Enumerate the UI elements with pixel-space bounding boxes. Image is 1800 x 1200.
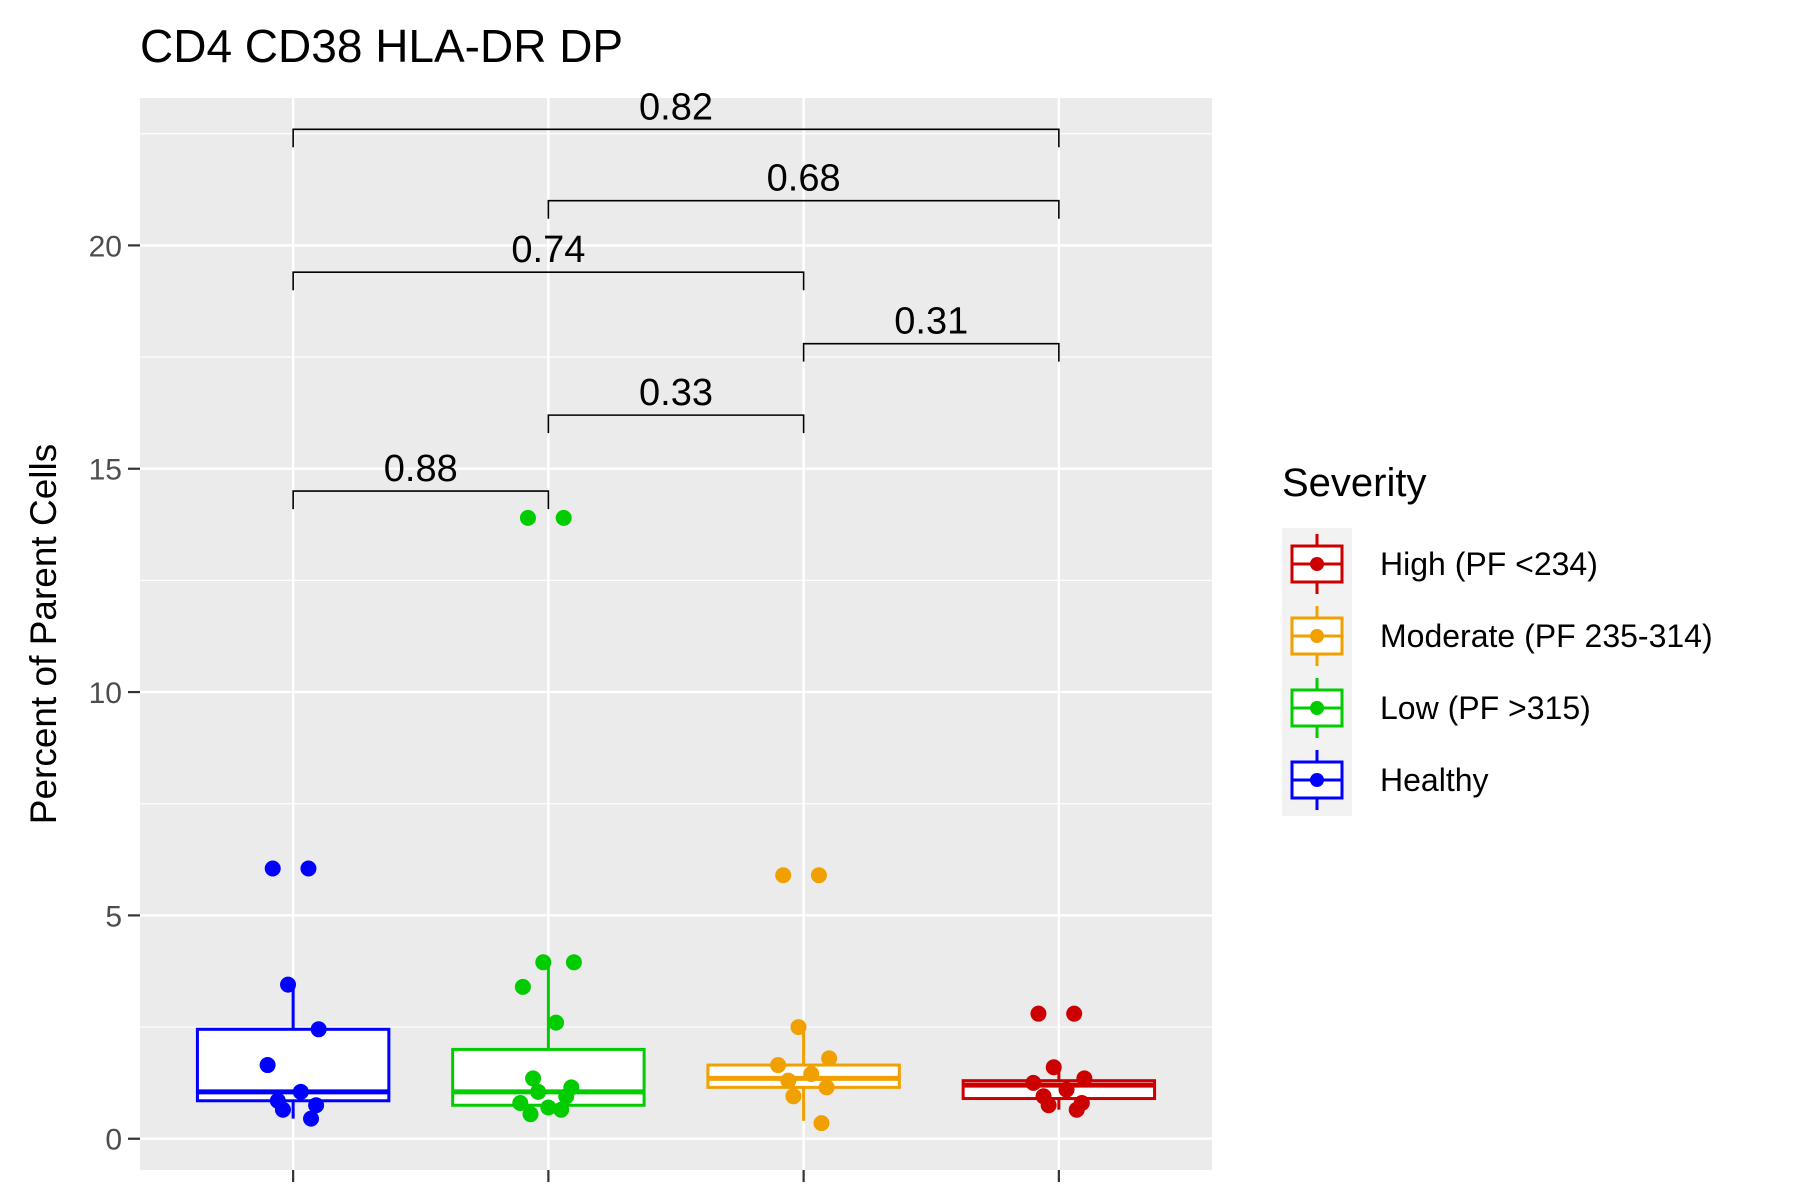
data-point <box>780 1072 797 1089</box>
p-value-label: 0.33 <box>639 372 713 414</box>
p-value-label: 0.68 <box>767 158 841 200</box>
comparison-bracket <box>547 199 1060 219</box>
legend-item: Moderate (PF 235-314) <box>1290 606 1713 666</box>
data-point <box>770 1057 787 1074</box>
data-point <box>548 1014 565 1031</box>
legend-title: Severity <box>1282 461 1427 505</box>
box-iqr <box>451 1047 646 1107</box>
box-plots <box>195 509 1157 1132</box>
comparison-bracket <box>547 414 805 434</box>
y-tick-label: 10 <box>89 677 122 710</box>
y-tick-label: 0 <box>105 1124 122 1157</box>
box-group <box>451 509 646 1123</box>
data-point <box>1030 1005 1047 1022</box>
legend-label: Moderate (PF 235-314) <box>1380 618 1713 654</box>
y-axis-title: Percent of Parent Cells <box>23 444 64 824</box>
legend-item: Low (PF >315) <box>1290 678 1591 738</box>
data-point <box>790 1019 807 1036</box>
y-axis: 0 5 10 15 20 <box>89 230 1060 1182</box>
y-tick-label: 20 <box>89 230 122 263</box>
plot-panel <box>140 98 1212 1170</box>
data-point <box>540 1099 557 1116</box>
data-point <box>785 1088 802 1105</box>
data-point <box>300 860 317 877</box>
data-point <box>308 1097 325 1114</box>
comparison-bracket <box>802 342 1060 362</box>
data-point <box>259 1057 276 1074</box>
data-point <box>310 1021 327 1038</box>
legend-key-point <box>1310 557 1324 571</box>
data-point <box>1025 1074 1042 1091</box>
legend-key-point <box>1310 629 1324 643</box>
y-tick-label: 5 <box>105 900 122 933</box>
p-value-label: 0.88 <box>384 448 458 490</box>
y-tick-label: 15 <box>89 454 122 487</box>
data-point <box>525 1070 542 1087</box>
data-point <box>280 976 297 993</box>
chart-title: CD4 CD38 HLA-DR DP <box>140 20 623 72</box>
comparison-bracket <box>292 490 550 510</box>
data-point <box>813 1115 830 1132</box>
data-point <box>555 509 572 526</box>
p-value-label: 0.31 <box>894 301 968 343</box>
data-point <box>818 1079 835 1096</box>
box-group <box>961 1005 1157 1118</box>
data-point <box>1058 1081 1075 1098</box>
data-point <box>522 1106 539 1123</box>
data-point <box>775 867 792 884</box>
data-point <box>1040 1097 1057 1114</box>
data-point <box>519 509 536 526</box>
legend-item: High (PF <234) <box>1290 534 1598 594</box>
data-point <box>535 954 552 971</box>
panel-background <box>140 98 1212 1170</box>
legend-key-point <box>1310 701 1324 715</box>
data-point <box>803 1065 820 1082</box>
legend-item: Healthy <box>1290 750 1489 810</box>
data-point <box>514 978 531 995</box>
data-point <box>553 1101 570 1118</box>
data-point <box>274 1101 291 1118</box>
data-point <box>565 954 582 971</box>
legend: Severity High (PF <234) Moderate (PF 235-… <box>1282 461 1713 816</box>
data-point <box>1076 1070 1093 1087</box>
legend-key-point <box>1310 773 1324 787</box>
data-point <box>292 1083 309 1100</box>
box-iqr <box>195 1027 391 1103</box>
legend-label: High (PF <234) <box>1380 546 1598 582</box>
comparison-bracket <box>292 128 1060 148</box>
p-value-label: 0.82 <box>639 86 713 128</box>
p-value-label: 0.74 <box>511 229 585 271</box>
data-point <box>264 860 281 877</box>
data-point <box>530 1083 547 1100</box>
box-group <box>706 867 901 1132</box>
data-point <box>810 867 827 884</box>
data-point <box>558 1088 575 1105</box>
comparison-brackets: 0.88 0.33 0.31 0.74 0.68 0.82 <box>292 86 1060 510</box>
comparison-bracket <box>292 271 805 291</box>
data-point <box>1066 1005 1083 1022</box>
legend-label: Low (PF >315) <box>1380 690 1591 726</box>
data-point <box>303 1110 320 1127</box>
data-point <box>1045 1059 1062 1076</box>
data-point <box>512 1095 529 1111</box>
legend-label: Healthy <box>1380 762 1489 798</box>
data-point <box>1068 1101 1085 1118</box>
box-group <box>195 860 391 1127</box>
data-point <box>821 1050 838 1067</box>
